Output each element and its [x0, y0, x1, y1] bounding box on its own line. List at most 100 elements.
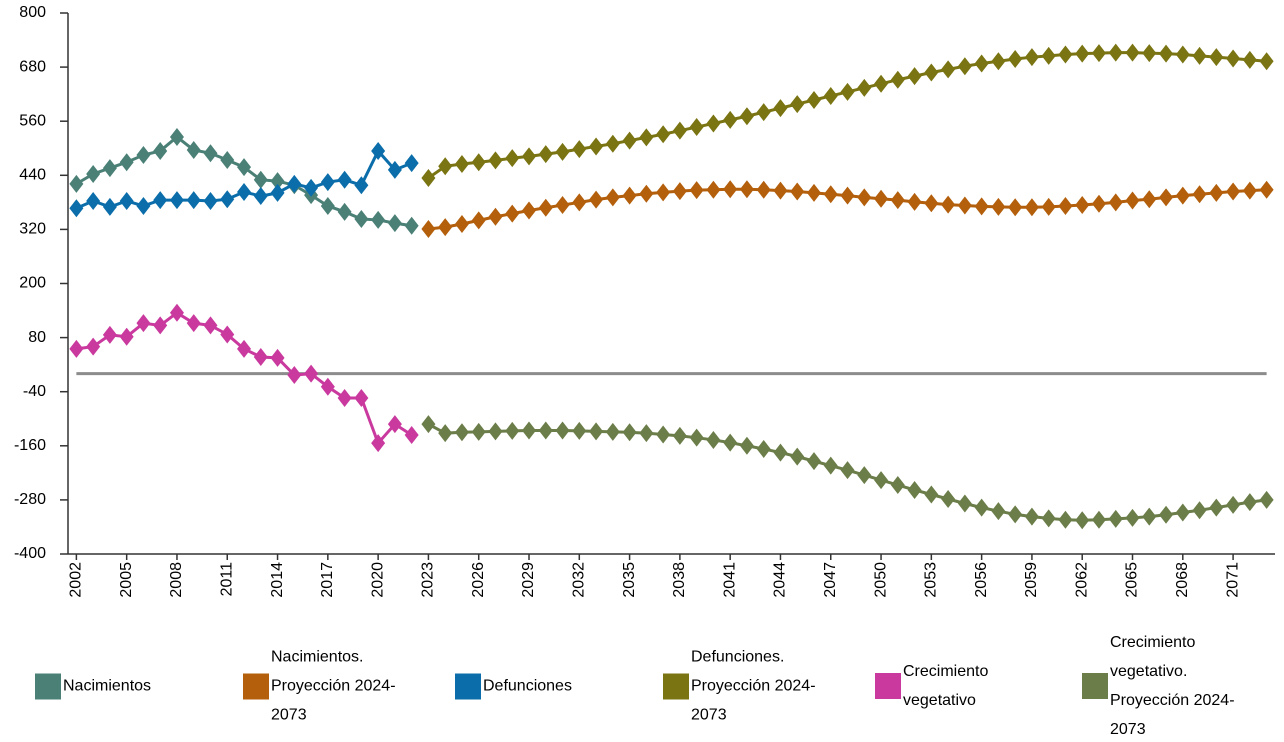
marker: [656, 183, 671, 202]
marker: [522, 201, 537, 220]
marker: [756, 439, 771, 458]
marker: [589, 422, 604, 441]
marker: [706, 430, 721, 449]
marker: [957, 494, 972, 513]
legend-swatch: [455, 673, 481, 699]
marker: [505, 204, 520, 223]
marker: [1041, 197, 1056, 216]
marker: [739, 107, 754, 126]
marker: [924, 194, 939, 213]
marker: [589, 190, 604, 209]
marker: [706, 180, 721, 199]
legend-swatch: [875, 673, 901, 699]
x-tick-label: 2002: [68, 562, 85, 598]
marker: [907, 480, 922, 499]
legend-swatch: [663, 673, 689, 699]
marker: [773, 99, 788, 118]
marker: [555, 142, 570, 161]
legend-swatch: [35, 673, 61, 699]
marker: [840, 461, 855, 480]
marker: [320, 196, 335, 215]
marker: [1024, 48, 1039, 67]
x-tick-label: 2017: [319, 562, 336, 598]
marker: [136, 314, 151, 333]
marker: [169, 303, 184, 322]
marker: [153, 191, 168, 210]
marker: [69, 199, 84, 218]
marker: [304, 178, 319, 197]
marker: [723, 180, 738, 199]
marker: [689, 118, 704, 137]
marker: [1058, 45, 1073, 64]
marker: [589, 137, 604, 156]
marker: [69, 339, 84, 358]
marker: [806, 183, 821, 202]
marker: [203, 191, 218, 210]
marker: [404, 154, 419, 173]
legend-item: Nacimientos. Proyección 2024-2073: [243, 643, 426, 730]
marker: [1108, 193, 1123, 212]
marker: [907, 67, 922, 86]
marker: [86, 164, 101, 183]
marker: [488, 151, 503, 170]
marker: [974, 54, 989, 73]
marker: [672, 182, 687, 201]
marker: [471, 153, 486, 172]
marker: [756, 103, 771, 122]
marker: [790, 447, 805, 466]
marker: [421, 415, 436, 434]
marker: [354, 389, 369, 408]
legend-item: Defunciones. Proyección 2024-2073: [663, 643, 846, 730]
marker: [656, 425, 671, 444]
legend-item: Crecimiento vegetativo. Proyección 2024-…: [1082, 628, 1265, 742]
marker: [538, 145, 553, 164]
marker: [857, 466, 872, 485]
marker: [119, 153, 134, 172]
marker: [1159, 188, 1174, 207]
x-tick-label: 2065: [1124, 562, 1141, 598]
marker: [102, 159, 117, 178]
marker: [287, 174, 302, 193]
marker: [1108, 43, 1123, 62]
marker: [756, 180, 771, 199]
marker: [538, 421, 553, 440]
marker: [622, 186, 637, 205]
marker: [605, 188, 620, 207]
marker: [1125, 508, 1140, 527]
marker: [974, 498, 989, 517]
marker: [337, 202, 352, 221]
x-tick-label: 2059: [1023, 562, 1040, 598]
marker: [169, 191, 184, 210]
marker: [1108, 509, 1123, 528]
y-tick-label: -160: [14, 437, 46, 454]
marker: [438, 218, 453, 237]
marker: [471, 211, 486, 230]
marker: [656, 125, 671, 144]
marker: [136, 196, 151, 215]
marker: [1209, 498, 1224, 517]
marker: [1091, 194, 1106, 213]
marker: [974, 197, 989, 216]
series-line: [427, 51, 1267, 180]
marker: [639, 184, 654, 203]
x-tick-label: 2038: [671, 562, 688, 598]
marker: [371, 141, 386, 160]
marker: [1192, 501, 1207, 520]
marker: [1024, 507, 1039, 526]
marker: [1159, 44, 1174, 63]
marker: [1075, 196, 1090, 215]
marker: [924, 63, 939, 82]
marker: [1058, 510, 1073, 529]
marker: [773, 443, 788, 462]
marker: [505, 421, 520, 440]
marker: [605, 134, 620, 153]
marker: [907, 192, 922, 211]
marker: [253, 170, 268, 189]
marker: [86, 337, 101, 356]
marker: [672, 121, 687, 140]
chart: -400 -280 -160 -40 80 200 320 440 560 680 800 2002 2…: [14, 4, 1275, 598]
marker: [522, 147, 537, 166]
marker: [1091, 510, 1106, 529]
x-tick-label: 2008: [168, 562, 185, 598]
legend-label: Nacimientos. Proyección 2024-2073: [271, 648, 396, 724]
